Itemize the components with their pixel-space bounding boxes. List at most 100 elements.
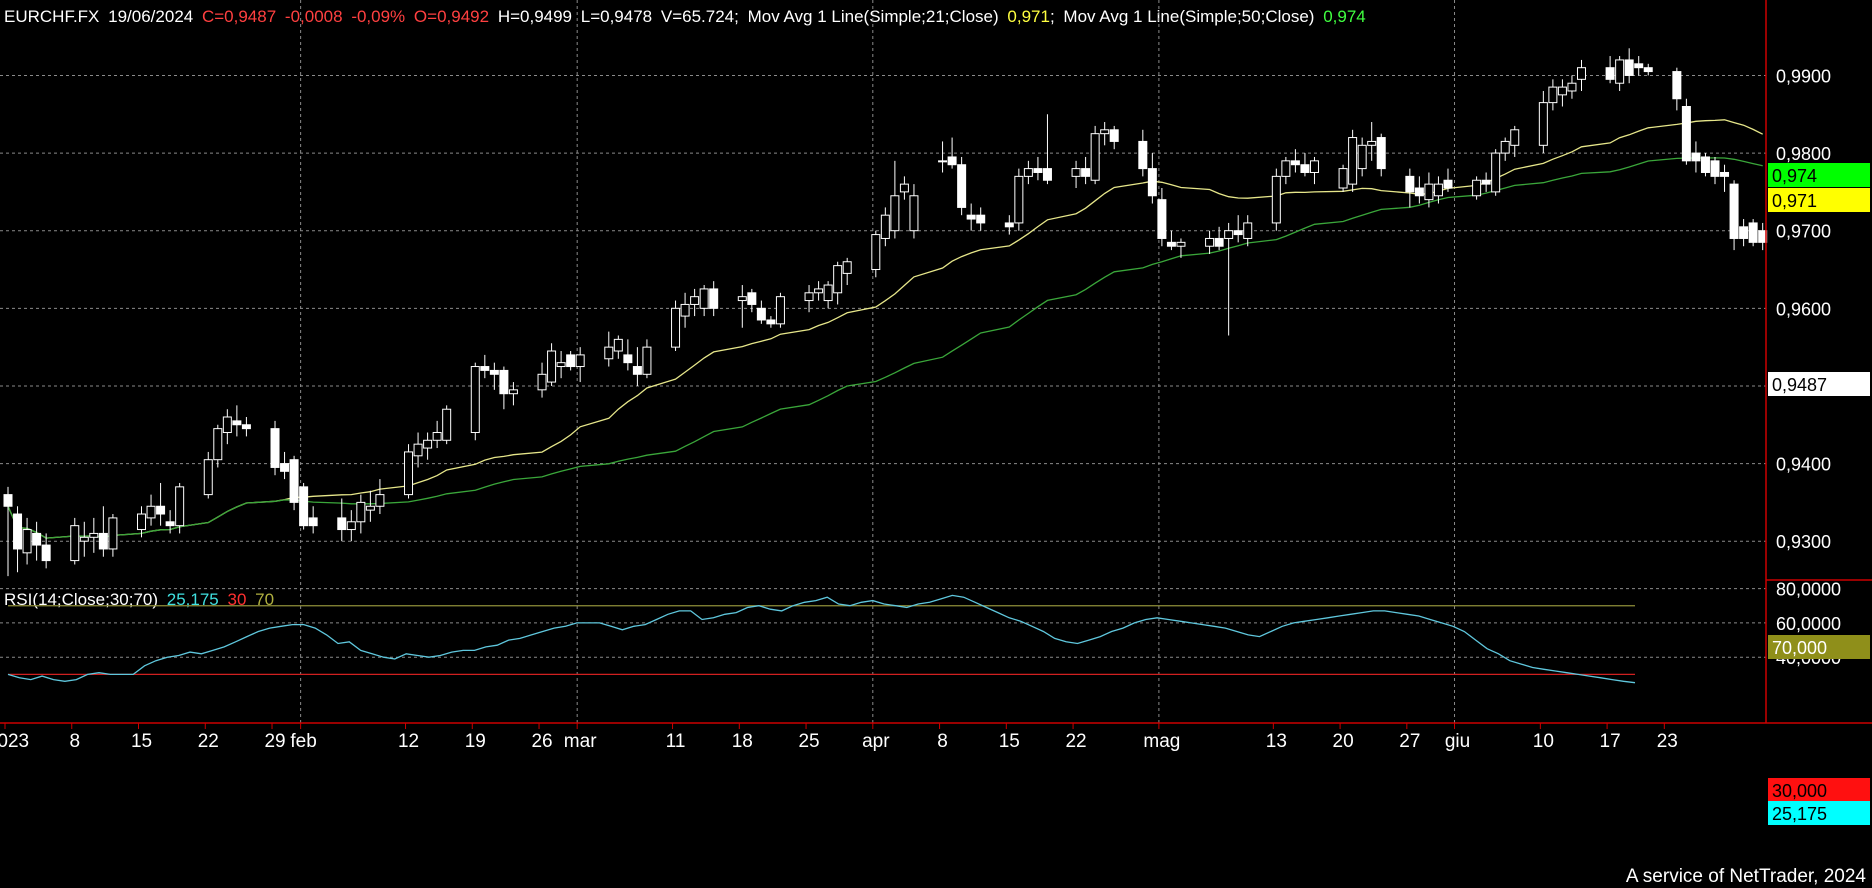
x-tick-label: 17: [1600, 731, 1621, 752]
high-text: H=0,9499: [498, 7, 572, 26]
candle-body: [547, 350, 557, 383]
candle: [337, 498, 347, 542]
price-tick-label: 0,9300: [1776, 532, 1831, 552]
candle: [1004, 215, 1014, 235]
candle: [737, 285, 747, 328]
candlesticks: [3, 48, 1768, 577]
candle: [1672, 67, 1682, 111]
candle: [642, 339, 652, 379]
candle: [70, 517, 80, 565]
candle: [671, 300, 681, 352]
candle: [613, 335, 623, 359]
candle: [976, 207, 986, 231]
candle-body: [1405, 175, 1415, 193]
candle-body: [41, 544, 51, 562]
candle: [1557, 79, 1567, 107]
candle-body: [823, 284, 833, 302]
candle-body: [146, 505, 156, 519]
candle-body: [346, 521, 356, 531]
candle: [1138, 129, 1148, 177]
candle: [1205, 230, 1215, 254]
candle-body: [404, 451, 414, 496]
candle-body: [289, 459, 299, 503]
candle-body: [690, 296, 700, 305]
candle: [423, 432, 433, 460]
candle: [1281, 156, 1291, 185]
candle-body: [1557, 86, 1567, 96]
candle: [1071, 160, 1081, 189]
volume-text: V=65.724: [661, 7, 734, 26]
candle: [432, 420, 442, 449]
candle-body: [3, 494, 13, 507]
candle-body: [222, 416, 232, 434]
candle: [938, 141, 948, 173]
candle-body: [156, 505, 166, 515]
candle: [1443, 168, 1453, 192]
candle: [146, 494, 156, 526]
candle-body: [1576, 67, 1586, 80]
rsi-tick-label: 60,0000: [1776, 614, 1841, 634]
candle-body: [1548, 86, 1558, 104]
candle: [1166, 230, 1176, 251]
x-tick-label: 13: [1266, 731, 1287, 752]
low-text: L=0,9478: [581, 7, 652, 26]
x-tick-label: 22: [198, 731, 219, 752]
candle-body: [1071, 168, 1081, 177]
candle-body: [976, 214, 986, 224]
candle-body: [814, 288, 824, 294]
rsi-tag: 25,175: [1772, 804, 1827, 824]
x-tick-label: feb: [290, 731, 316, 752]
x-tick-label: mar: [564, 731, 597, 752]
candle-body: [1357, 144, 1367, 170]
candle: [98, 506, 108, 557]
candle-body: [623, 354, 633, 364]
candle-body: [270, 428, 280, 468]
candle: [1424, 172, 1434, 208]
price-tick-label: 0,9600: [1776, 299, 1831, 319]
candle: [22, 517, 32, 565]
candle-body: [890, 195, 900, 232]
candle-body: [1166, 241, 1176, 247]
candle-body: [1109, 129, 1119, 142]
candle-body: [804, 292, 814, 302]
candle-body: [1023, 168, 1033, 177]
candle: [41, 533, 51, 569]
candle: [1243, 215, 1253, 247]
candle-body: [938, 160, 948, 163]
candle-body: [537, 373, 547, 391]
rsi-label: RSI(14;Close;30;70): [4, 590, 158, 609]
candle-body: [1367, 140, 1377, 146]
candle-body: [98, 532, 108, 550]
candle-body: [1691, 152, 1701, 162]
candle: [280, 451, 290, 480]
candle-body: [680, 303, 690, 317]
candle: [766, 316, 776, 328]
candle: [1567, 75, 1577, 99]
candle: [1100, 122, 1110, 146]
candle-body: [880, 214, 890, 239]
x-tick-label: 11: [666, 731, 686, 752]
footer-credit: A service of NetTrader, 2024: [1625, 866, 1866, 887]
candle-body: [1643, 67, 1653, 73]
candle-body: [899, 183, 909, 193]
candle-body: [1710, 160, 1720, 177]
candle: [79, 521, 89, 557]
candle-body: [1538, 102, 1548, 146]
candle: [880, 207, 890, 247]
candle: [1176, 238, 1186, 258]
candle-body: [1443, 179, 1453, 189]
candle-body: [1214, 237, 1224, 247]
candle: [165, 510, 175, 534]
rsi-series: [7, 594, 1636, 684]
candle-body: [1748, 222, 1758, 243]
candle-body: [747, 292, 757, 305]
change-pct-text: -0,09%: [351, 7, 405, 26]
candle-body: [13, 513, 23, 550]
candle: [470, 362, 480, 441]
candle-body: [1290, 160, 1300, 166]
candle: [289, 455, 299, 511]
x-tick-label: 8: [937, 731, 948, 752]
x-tick-label: 18: [732, 731, 753, 752]
candle: [1634, 56, 1644, 76]
